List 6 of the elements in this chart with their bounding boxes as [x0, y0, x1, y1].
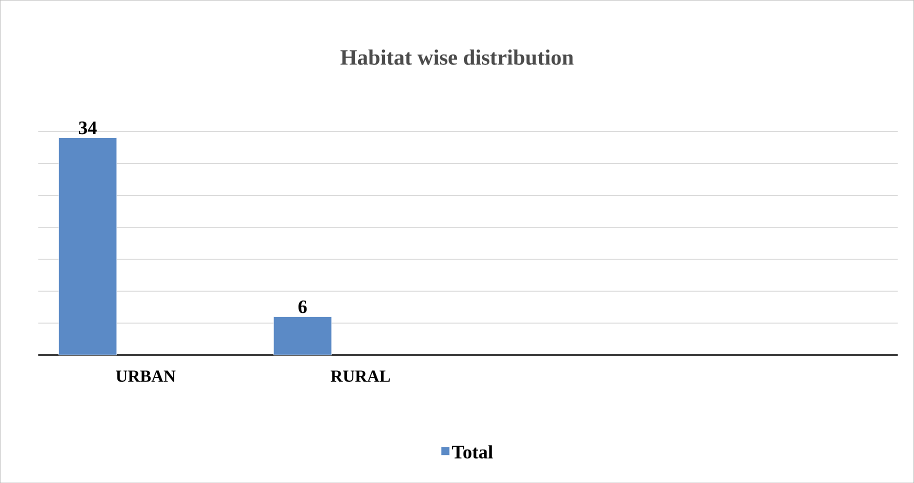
legend-label: Total: [452, 445, 493, 458]
x-tick-label: URBAN: [116, 370, 176, 382]
x-tick-label: RURAL: [330, 370, 390, 382]
chart-title: Habitat wise distribution: [340, 49, 574, 65]
data-label: 6: [298, 300, 307, 314]
data-label: 34: [78, 121, 97, 134]
